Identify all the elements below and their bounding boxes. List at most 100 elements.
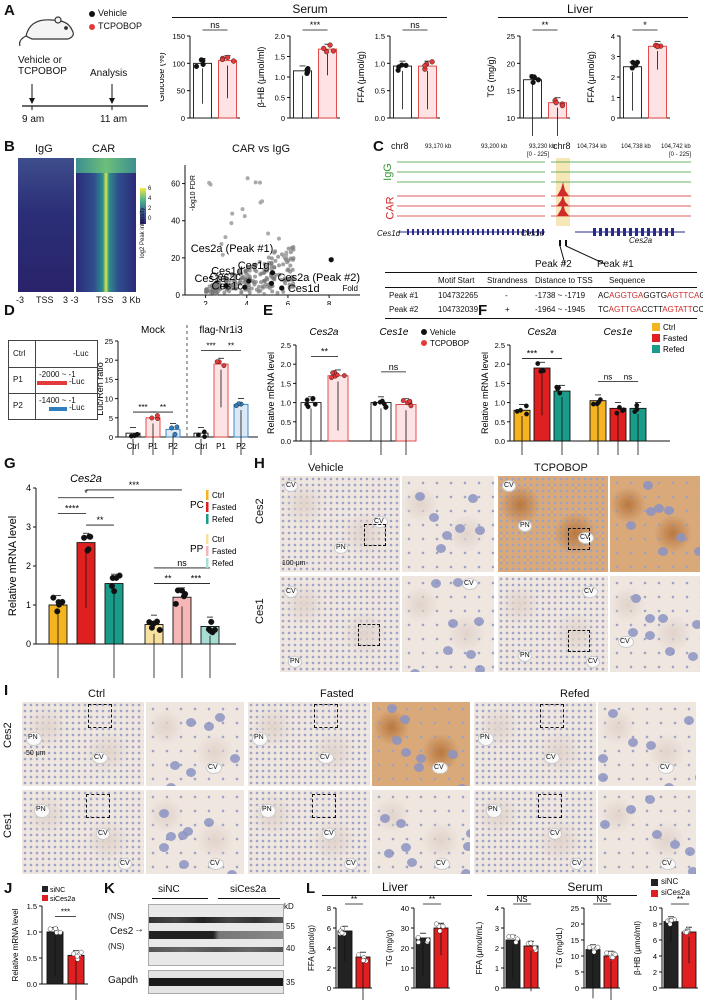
legend-label: Ctrl [212,535,225,544]
data-point [632,409,638,415]
volcano-point [258,288,263,293]
significance-label: ** [541,20,549,30]
volcano-point [258,272,263,277]
volcano-point [207,180,212,185]
nucleus [170,761,181,771]
scale-bar-label: 50 μm [26,750,46,757]
data-point [330,48,337,54]
nucleus [695,773,696,783]
y-tick-label: 0.5 [275,94,285,103]
vessel [284,480,298,492]
data-point [667,921,673,927]
vessel [334,542,348,554]
legend-label: TCPOBOP [430,339,469,348]
data-point [196,432,201,438]
data-point [630,59,636,66]
nucleus [392,735,403,745]
legend-label: Refed [212,559,233,568]
y-tick-label: 4 [611,32,615,41]
data-point [172,600,179,607]
western-blot: siNC siCes2a kD (NS) Ces2 → (NS) Gapdh 5… [108,884,303,1000]
legend-label: Fasted [663,334,687,343]
construct-p1-text: -2000 ~ -1 [39,370,76,379]
y-tick-label: 0 [109,433,113,442]
table-cell-sequence: TCAGTTGACCTTAGTATTCC [598,305,703,314]
table-cell-sequence: ACAGGTGAGGTGAGTTCAGT [598,291,703,300]
data-point [47,926,53,932]
exon [512,229,514,235]
data-point [169,425,175,431]
nucleus [695,868,696,874]
x-tick-label: P1 [216,442,226,451]
x-tick-label: P1 [148,442,158,451]
marker-40: 40 [286,944,295,953]
nucleus [657,614,668,624]
volcano-point [229,221,234,226]
volcano-point [276,236,281,241]
y-tick-label: 10 [105,395,113,404]
nucleus [227,869,238,874]
serum-rule [172,17,447,18]
significance-label: ns [389,362,399,372]
data-point [219,56,226,63]
vessel [658,762,674,774]
vessel-label: CV [584,588,594,595]
volcano-point [237,268,242,273]
nucleus [431,578,442,588]
exon [472,229,474,235]
data-point [523,403,529,409]
y-axis-label: β-HB (μmol/ml) [633,921,642,975]
y-tick-label: 15 [507,87,515,96]
y-axis-label: FFA (μmol/g) [586,51,596,103]
zoom-box [568,528,590,550]
data-point [437,928,443,934]
exon [442,229,444,235]
serum-title: Serum [292,2,328,16]
col-label-fasted: Fasted [320,688,354,700]
table-cell-strand: - [505,291,508,300]
x-tick-label: 4 [245,300,250,305]
panel-label-l: L [306,880,316,897]
vessel-label: CV [208,764,218,771]
panel-label-g: G [4,455,16,472]
nucleus [379,814,390,824]
volcano-point [288,263,293,268]
data-point [132,433,137,439]
vessel-label: CV [464,580,474,587]
y-tick-label: 30 [401,924,409,933]
y-tick-label: 0 [495,984,499,993]
legend-swatch [206,546,209,556]
nucleus [598,772,609,782]
nucleus [467,494,478,504]
y-tick-label: 0 [653,984,657,993]
experiment-schema [19,16,148,110]
highlight-point [269,270,276,276]
nucleus [158,843,169,853]
legend-swatch [42,895,48,901]
volcano-label: Ces1g [238,260,270,272]
y-tick-label: 2 [495,944,499,953]
y-axis-label: β-HB (μmol/ml) [256,47,266,108]
timeline-end-label: Analysis [90,68,128,79]
data-point [440,923,446,929]
data-point [528,940,534,946]
bar [193,432,209,438]
ces2-arrow-icon: → [134,924,144,935]
volcano-point [238,278,243,283]
y-tick-label: 1.5 [275,53,285,62]
construct-p2-text: -1400 ~ -1 [39,396,76,405]
y-tick-label: 20 [401,944,409,953]
volcano-point [283,257,288,262]
vessel [502,480,516,492]
gene-label-ces1e: Ces1e [521,229,545,238]
volcano-point [263,282,268,287]
volcano-point [257,180,262,185]
nucleus [664,506,675,516]
row-label-ces1: Ces1 [2,812,14,838]
volcano-point [276,254,281,259]
data-point [629,65,635,71]
bar [318,48,337,119]
timeline-start-time: 9 am [22,114,45,125]
nucleus [400,747,411,757]
data-point [524,411,529,417]
